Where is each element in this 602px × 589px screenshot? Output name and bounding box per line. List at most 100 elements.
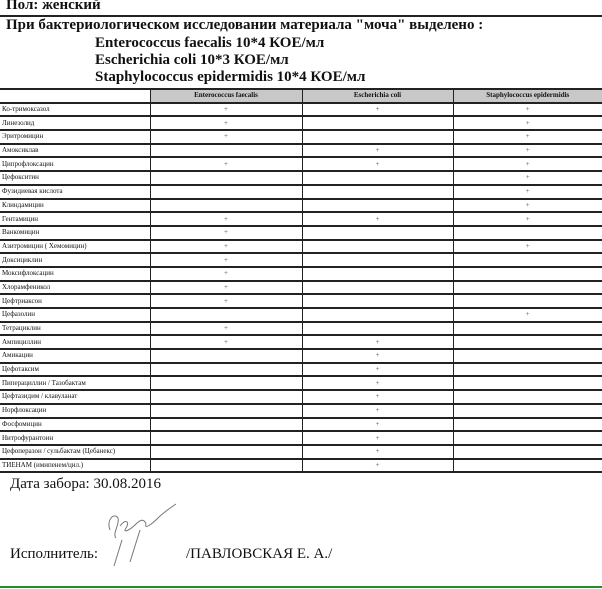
sensitivity-cell	[452, 417, 602, 433]
sensitivity-cell	[452, 252, 602, 268]
sensitivity-cell	[149, 184, 303, 200]
antibiotic-name: Моксифлоксацин	[0, 266, 151, 282]
organism-2: Escherichia coli 10*3 КОЕ/мл	[95, 52, 289, 68]
antibiotic-name: Ванкомицин	[0, 225, 151, 241]
sensitivity-cell: +	[452, 102, 602, 118]
antibiotic-name: Цефазолин	[0, 307, 151, 323]
table-row: Ко-тримоксазол + + +	[0, 102, 602, 118]
antibiotic-name: Линезолид	[0, 115, 151, 132]
antibiotic-name: Тетрациклин	[0, 321, 151, 337]
header-ecoli: Escherichia coli	[301, 88, 454, 104]
table-row: Ампициллин + +	[0, 334, 602, 351]
table-row: Тетрациклин +	[0, 321, 602, 337]
sensitivity-cell: +	[301, 444, 454, 460]
antibiotic-name: Пиперациллин / Тазобактам	[0, 375, 151, 392]
sensitivity-cell	[149, 458, 303, 474]
sensitivity-cell	[301, 198, 454, 214]
antibiotic-name: Азитромицин ( Хемомицин)	[0, 239, 151, 255]
sensitivity-cell: +	[452, 239, 602, 255]
sensitivity-cell: +	[301, 348, 454, 364]
table-row: Норфлоксацин +	[0, 403, 602, 419]
sensitivity-cell: +	[149, 129, 303, 145]
sensitivity-cell	[301, 170, 454, 186]
sensitivity-cell: +	[149, 321, 303, 337]
sensitivity-cell: +	[149, 334, 303, 351]
executor-name: /ПАВЛОВСКАЯ Е. А./	[186, 546, 333, 562]
sensitivity-cell: +	[301, 430, 454, 446]
sensitivity-cell	[149, 307, 303, 323]
organism-3: Staphylococcus epidermidis 10*4 КОЕ/мл	[95, 69, 366, 85]
table-row: Фузидиевая кислота +	[0, 184, 602, 200]
antibiotic-name: Цефтазидим / клавуланат	[0, 389, 151, 405]
sensitivity-cell	[301, 252, 454, 268]
sensitivity-cell: +	[149, 156, 303, 173]
sensitivity-cell: +	[301, 417, 454, 433]
antibiotic-name: Эритромицин	[0, 129, 151, 145]
sensitivity-cell	[301, 293, 454, 309]
antibiotic-name: Доксициклин	[0, 252, 151, 268]
sensitivity-cell	[452, 403, 602, 419]
table-row: Цефокситин +	[0, 170, 602, 186]
study-line: При бактериологическом исследовании мате…	[6, 17, 484, 33]
antibiotic-name: Цефотаксим	[0, 362, 151, 378]
organism-1: Enterococcus faecalis 10*4 КОЕ/мл	[95, 35, 325, 51]
antibiotic-name: ТИЕНАМ (имипенем/цил.)	[0, 458, 151, 474]
sensitivity-cell	[149, 403, 303, 419]
antibiotic-name: Ципрофлоксацин	[0, 156, 151, 173]
table-row: Гентамицин + + +	[0, 211, 602, 227]
sensitivity-cell	[149, 417, 303, 433]
sensitivity-cell: +	[301, 334, 454, 351]
sensitivity-cell	[301, 280, 454, 296]
antibiotic-name: Клиндамицин	[0, 198, 151, 214]
sensitivity-cell	[452, 266, 602, 282]
antibiotic-name: Гентамицин	[0, 211, 151, 227]
sensitivity-cell: +	[452, 211, 602, 227]
sensitivity-cell	[452, 389, 602, 405]
sensitivity-cell: +	[452, 184, 602, 200]
antibiotic-name: Цефокситин	[0, 170, 151, 186]
sensitivity-cell	[149, 430, 303, 446]
antibiotic-name: Фузидиевая кислота	[0, 184, 151, 200]
sensitivity-cell	[149, 170, 303, 186]
sensitivity-cell: +	[452, 198, 602, 214]
antibiotic-name: Ко-тримоксазол	[0, 102, 151, 118]
sensitivity-cell: +	[149, 115, 303, 132]
sensitivity-cell	[301, 184, 454, 200]
sensitivity-table: Enterococcus faecalis Escherichia coli S…	[0, 88, 602, 474]
executor-label: Исполнитель:	[10, 546, 99, 562]
sensitivity-cell	[149, 362, 303, 378]
sensitivity-cell: +	[149, 225, 303, 241]
table-row: Цефоперазон / сульбактам (Цебанекс) +	[0, 444, 602, 460]
bottom-line	[0, 586, 602, 588]
header-staphylococcus: Staphylococcus epidermidis	[452, 88, 602, 104]
sensitivity-cell	[149, 444, 303, 460]
sensitivity-cell	[452, 280, 602, 296]
table-row: Цефтриаксон +	[0, 293, 602, 309]
table-row: Линезолид + +	[0, 115, 602, 132]
sensitivity-cell: +	[149, 252, 303, 268]
sensitivity-cell	[301, 307, 454, 323]
table-row: Моксифлоксацин +	[0, 266, 602, 282]
table-row: Ванкомицин +	[0, 225, 602, 241]
sensitivity-cell	[149, 375, 303, 392]
header-enterococcus: Enterococcus faecalis	[149, 88, 303, 104]
sex-line: Пол: женский	[6, 0, 101, 13]
table-row: Амикацин +	[0, 348, 602, 364]
sensitivity-cell: +	[149, 293, 303, 309]
antibiotic-name: Фосфомицин	[0, 417, 151, 433]
table-row: Хлорамфеникол +	[0, 280, 602, 296]
sensitivity-cell: +	[301, 458, 454, 474]
sensitivity-cell: +	[452, 115, 602, 132]
sensitivity-cell: +	[149, 102, 303, 118]
header-blank	[0, 88, 151, 104]
sensitivity-cell	[452, 362, 602, 378]
sensitivity-cell	[149, 143, 303, 159]
sensitivity-cell	[301, 266, 454, 282]
sensitivity-cell	[149, 348, 303, 364]
sensitivity-cell: +	[301, 102, 454, 118]
table-row: Клиндамицин +	[0, 198, 602, 214]
sample-date: Дата забора: 30.08.2016	[10, 476, 161, 492]
antibiotic-name: Амоксиклав	[0, 143, 151, 159]
sensitivity-cell	[149, 198, 303, 214]
sensitivity-cell: +	[301, 143, 454, 159]
